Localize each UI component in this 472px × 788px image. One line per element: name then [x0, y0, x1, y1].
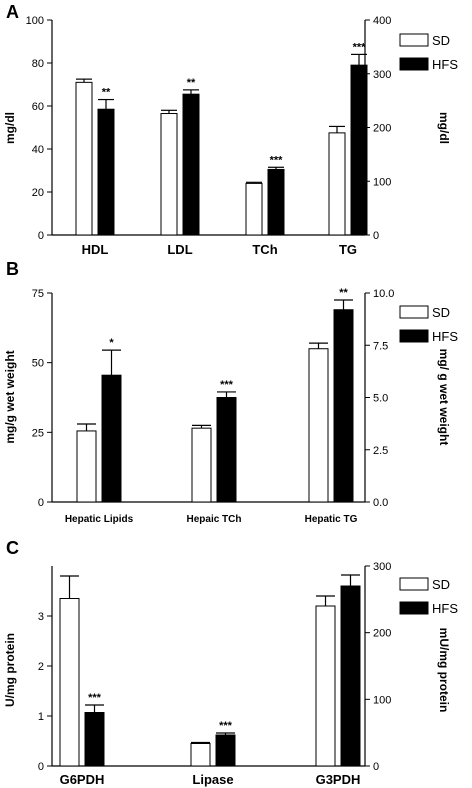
panel-b-category-label: Hepatic TG [305, 514, 358, 525]
panel-a-bar-hfs [97, 108, 115, 236]
panel-a-legend-label: SD [432, 33, 450, 48]
panel-a-bar-hfs [350, 64, 368, 236]
panel-c-significance: *** [88, 692, 102, 704]
panel-b-bar-hfs [101, 374, 122, 503]
panel-c-legend-swatch-sd [399, 577, 429, 591]
panel-a-bar-sd [75, 81, 93, 236]
panel-b-bar-sd [191, 427, 212, 503]
panel-c-category-label: Lipase [192, 772, 233, 787]
panel-b-right-tick-label: 10.0 [373, 288, 394, 300]
panel-a-category-label: TCh [252, 242, 277, 257]
panel-a-right-tick-label: 0 [373, 230, 379, 242]
panel-a-bar-hfs [182, 93, 200, 236]
panel-b-legend-label: SD [432, 305, 450, 320]
panel-c-bar-hfs [215, 734, 236, 767]
panel-b-legend-swatch-sd [399, 305, 429, 319]
panel-a-left-tick-label: 100 [26, 15, 44, 27]
panel-c-letter: C [6, 538, 19, 558]
panel-b-left-tick-label: 0 [38, 497, 44, 509]
panel-b-right-axis-title: mg/ g wet weight [437, 349, 451, 446]
panel-b-right-tick-label: 5.0 [373, 393, 388, 405]
panel-c-legend-swatch-hfs [399, 601, 429, 615]
panel-b-category-label: Hepatic Lipids [65, 514, 134, 525]
panel-c-left-axis-title: U/mg protein [3, 633, 17, 707]
panel-a-significance: ** [187, 77, 196, 89]
panel-b-right-tick-label: 0.0 [373, 497, 388, 509]
panel-b-significance: ** [339, 287, 348, 299]
panel-a-category-label: LDL [167, 242, 192, 257]
panel-c-significance: *** [219, 720, 233, 732]
panel-a-left-axis-title: mg/dl [3, 112, 17, 144]
panel-c-left-tick-label: 2 [38, 661, 44, 673]
panel-b-right-tick-label: 2.5 [373, 445, 388, 457]
panel-a-bar-sd [328, 132, 346, 236]
panel-a-category-label: TG [339, 242, 357, 257]
panel-b-legend-label: HFS [432, 329, 458, 344]
panel-b-category-label: Hepaic TCh [186, 514, 241, 525]
panel-b-significance: * [109, 337, 114, 349]
panel-b-letter: B [6, 259, 19, 279]
panel-b-bar-hfs [333, 309, 354, 503]
panel-b-left-tick-label: 25 [32, 427, 44, 439]
panel-b-bar-sd [76, 430, 97, 503]
panel-a-left-tick-label: 40 [32, 144, 44, 156]
panel-c-left-tick-label: 1 [38, 711, 44, 723]
panel-a-left-tick-label: 20 [32, 187, 44, 199]
panel-a-legend-swatch-sd [399, 33, 429, 47]
panel-c-right-tick-label: 100 [373, 694, 391, 706]
panel-c-bar-sd [315, 605, 336, 767]
panel-a-significance: *** [270, 154, 284, 166]
panel-a-right-tick-label: 100 [373, 176, 391, 188]
panel-a-bar-sd [160, 113, 178, 236]
panel-c-right-tick-label: 0 [373, 761, 379, 773]
panel-a-letter: A [6, 2, 19, 22]
panel-a-right-tick-label: 300 [373, 69, 391, 81]
panel-a-legend-label: HFS [432, 57, 458, 72]
panel-a-left-tick-label: 60 [32, 101, 44, 113]
panel-c-bar-sd [59, 598, 80, 767]
panel-a-right-axis-title: mg/dl [437, 112, 451, 144]
panel-c-right-tick-label: 200 [373, 628, 391, 640]
panel-b-bar-sd [308, 348, 329, 503]
panel-c-legend-label: HFS [432, 601, 458, 616]
panel-c-legend-label: SD [432, 577, 450, 592]
panel-a-bar-sd [245, 182, 263, 236]
panel-b-right-tick-label: 7.5 [373, 340, 388, 352]
panel-a-category-label: HDL [82, 242, 109, 257]
panel-c-left-tick-label: 3 [38, 611, 44, 623]
panel-a-right-tick-label: 200 [373, 123, 391, 135]
panel-c-left-tick-label: 0 [38, 761, 44, 773]
panel-b-left-axis-title: mg/g wet weight [3, 350, 17, 443]
panel-c-bar-sd [190, 743, 211, 767]
panel-a-right-tick-label: 400 [373, 15, 391, 27]
panel-b-left-tick-label: 75 [32, 288, 44, 300]
panel-c-category-label: G3PDH [316, 772, 361, 787]
panel-b-bar-hfs [216, 397, 237, 503]
panel-c-right-tick-label: 300 [373, 561, 391, 573]
panel-a-left-tick-label: 80 [32, 58, 44, 70]
panel-a-significance: *** [353, 41, 367, 53]
panel-b-left-tick-label: 50 [32, 358, 44, 370]
panel-b-significance: *** [220, 379, 234, 391]
panel-c-category-label: G6PDH [60, 772, 105, 787]
panel-a-left-tick-label: 0 [38, 230, 44, 242]
panel-c-bar-hfs [84, 712, 105, 767]
panel-a-bar-hfs [267, 168, 285, 236]
panel-b-legend-swatch-hfs [399, 329, 429, 343]
panel-c-bar-hfs [340, 585, 361, 767]
panel-c-right-axis-title: mU/mg protein [437, 628, 451, 713]
panel-a-significance: ** [102, 87, 111, 99]
panel-a-legend-swatch-hfs [399, 57, 429, 71]
